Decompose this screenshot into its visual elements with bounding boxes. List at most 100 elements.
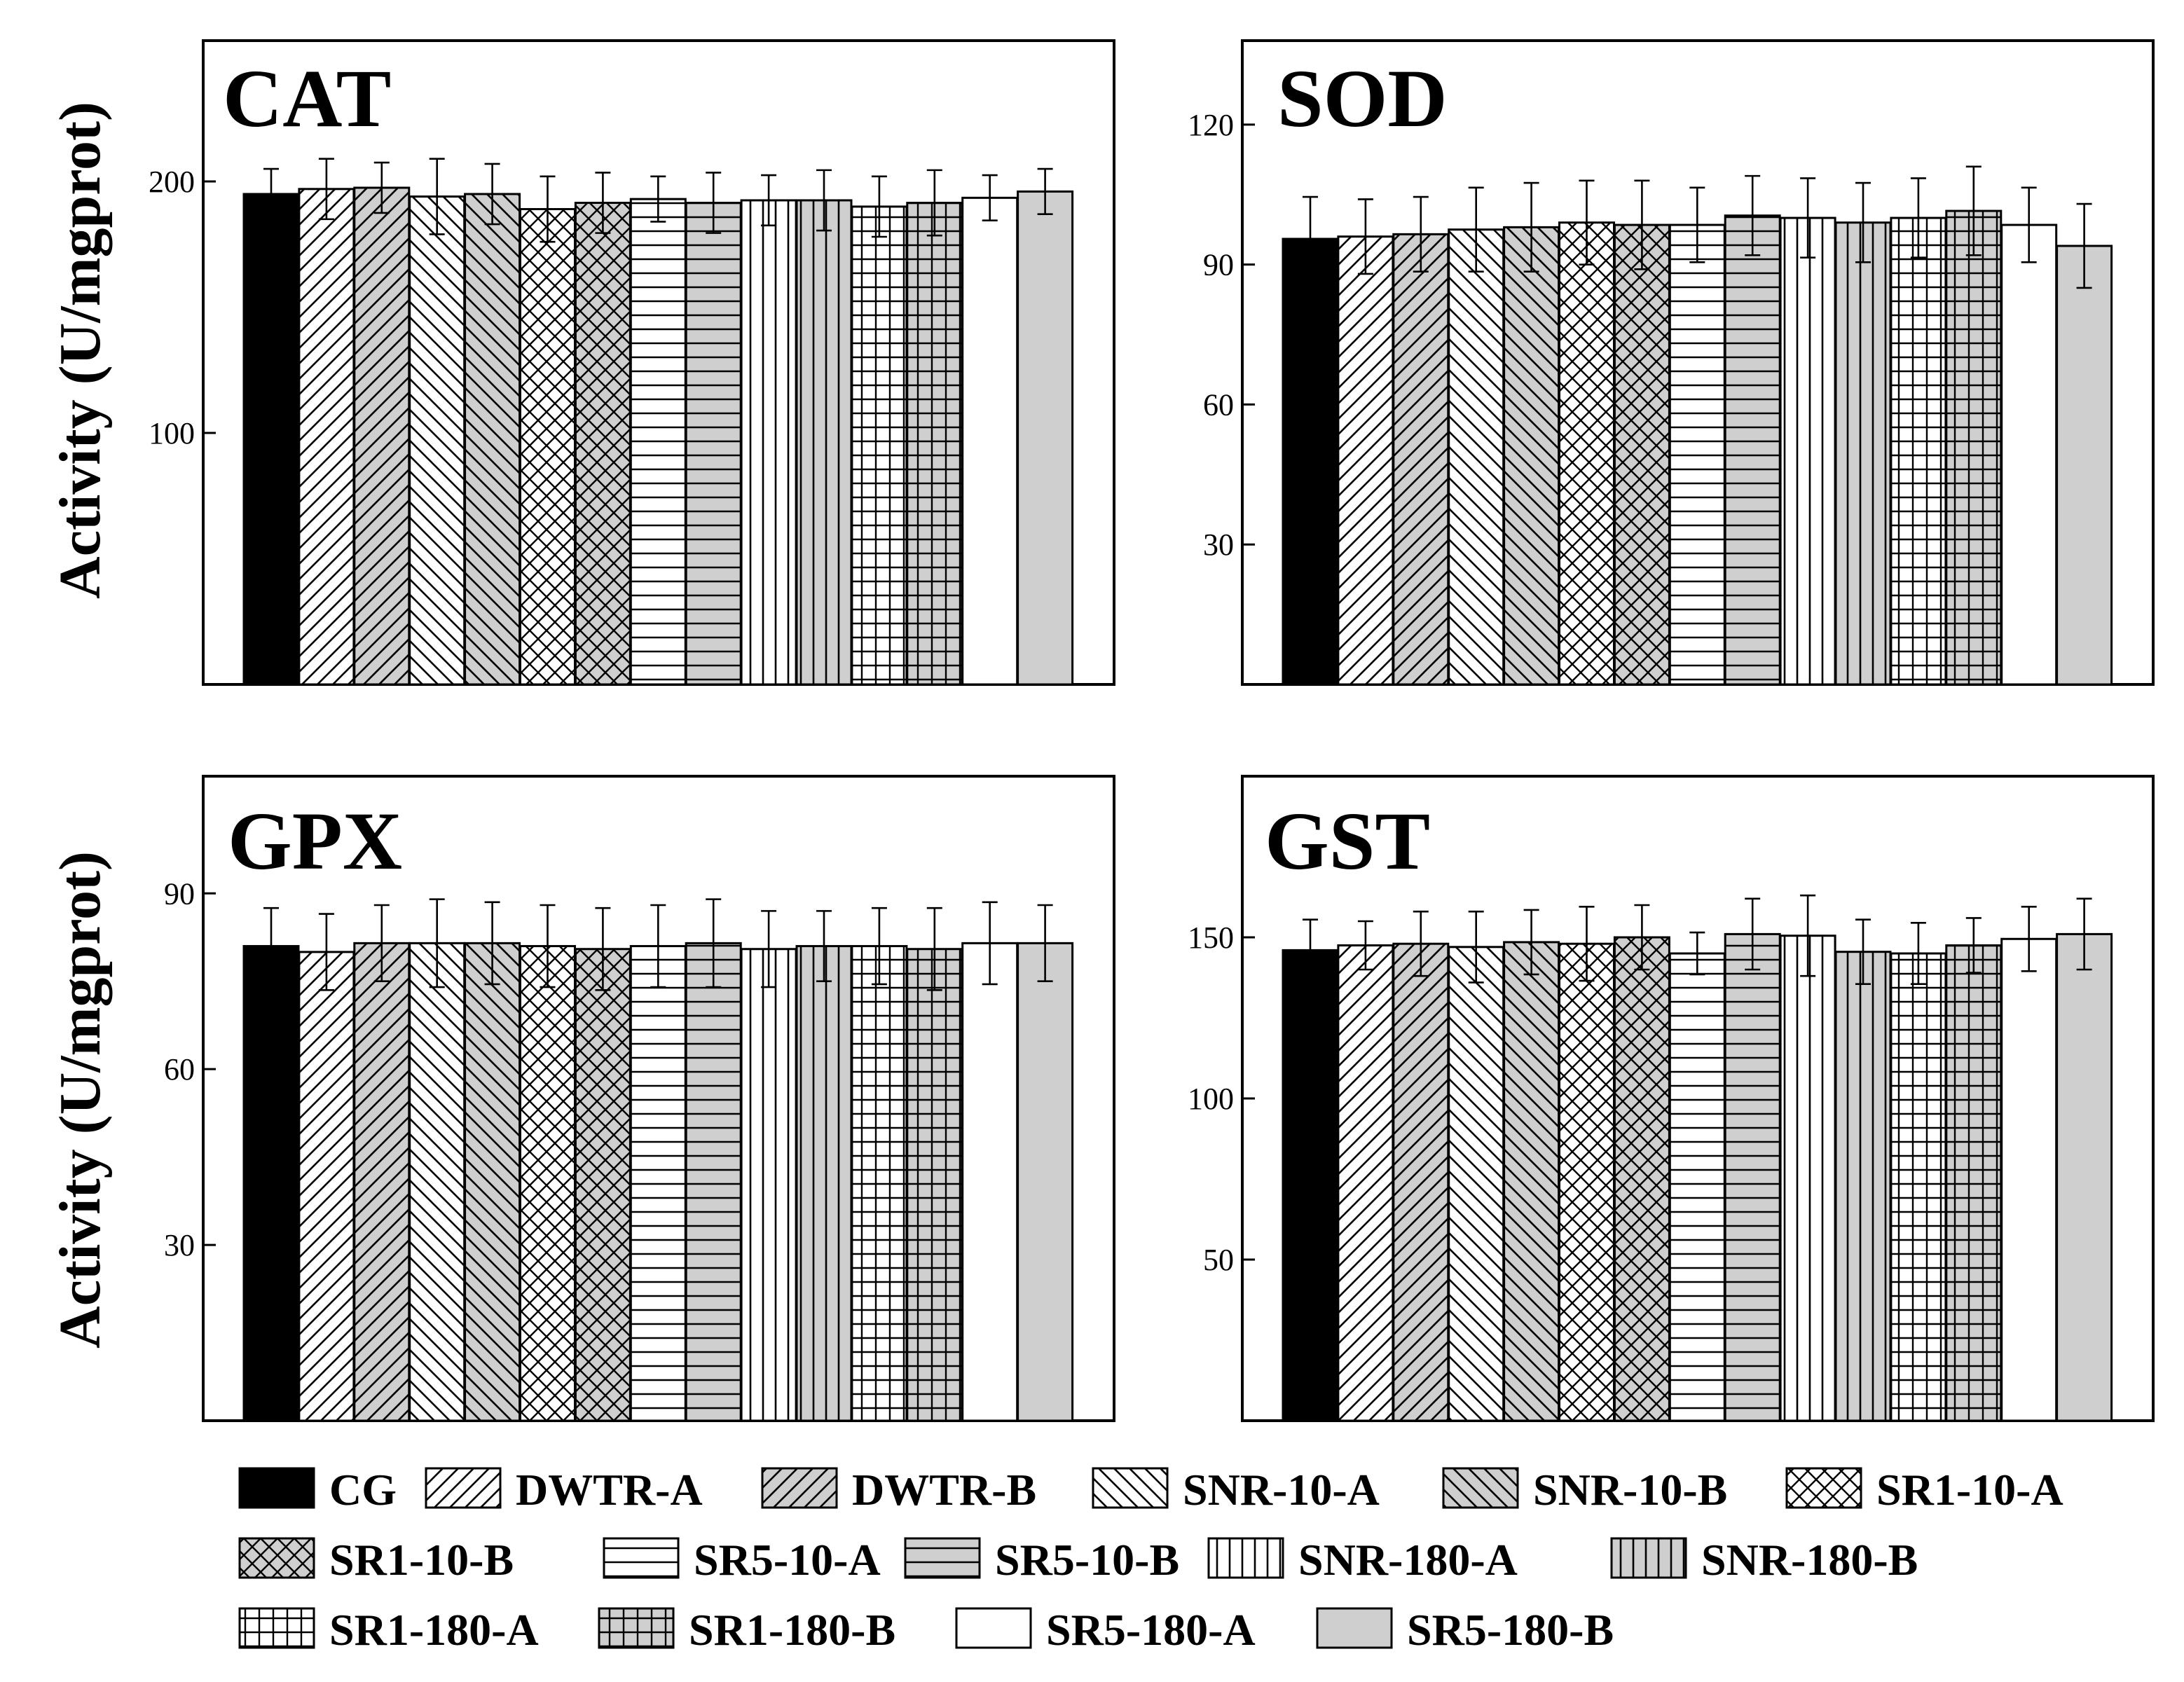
error-bar [540, 175, 556, 243]
error-bar [1579, 906, 1595, 982]
bar-sr5-10-a [629, 945, 687, 1422]
bar-sr5-10-a [1668, 223, 1726, 686]
bar-sr5-180-b [2056, 932, 2113, 1422]
panel-title: SOD [1277, 53, 1448, 144]
bar-sr1-10-b [1613, 223, 1670, 686]
error-bar [1689, 186, 1705, 263]
error-bar [816, 169, 832, 232]
error-bar [1689, 931, 1705, 976]
legend-label: SNR-180-B [1701, 1535, 1918, 1585]
bar-sr5-10-b [685, 942, 742, 1422]
error-bar [2076, 202, 2092, 289]
error-bar [1634, 904, 1650, 971]
error-bar [1745, 897, 1761, 971]
legend-item-snr-10-b: SNR-10-B [1442, 1465, 1727, 1515]
legend-label: CG [329, 1465, 397, 1515]
error-bar [318, 158, 334, 221]
bar-dwtr-a [1337, 235, 1394, 686]
bar-sr1-10-a [1558, 942, 1615, 1422]
bar-cg [242, 945, 300, 1422]
bar-group [1282, 932, 2113, 1422]
bar-sr5-10-b [1724, 214, 1781, 686]
y-axis-ticks: 100 200 [149, 165, 216, 450]
error-bar [1855, 181, 1871, 263]
error-bar [1357, 198, 1373, 275]
error-bar [1523, 181, 1539, 273]
bar-snr-180-b [1834, 951, 1892, 1422]
bar-snr-180-b [795, 199, 853, 686]
legend-item-sr5-180-a: SR5-180-A [955, 1605, 1256, 1655]
panel-cat: 100 200 CAT [149, 39, 1115, 686]
y-axis-ticks: 30 60 90 120 [1188, 108, 1255, 562]
bar-sr1-180-b [1945, 944, 2003, 1422]
legend-swatch [1785, 1467, 1862, 1509]
panel-title: GST [1265, 795, 1430, 887]
legend-item-sr5-10-a: SR5-10-A [603, 1535, 881, 1585]
error-bar [2021, 906, 2037, 972]
legend-swatch [1442, 1467, 1519, 1509]
error-bar [1965, 165, 1982, 256]
panel-title: CAT [223, 53, 391, 144]
bar-sr1-180-a [1890, 216, 1947, 686]
panel-gpx: 30 60 90 GPX [164, 775, 1115, 1422]
error-bar [761, 910, 777, 988]
error-bar [706, 898, 722, 988]
error-bar [1523, 909, 1539, 976]
legend-swatch [238, 1467, 315, 1509]
error-bar [926, 907, 942, 991]
bar-cg [242, 193, 300, 686]
bar-snr-180-b [795, 945, 853, 1422]
y-tick-label: 90 [1203, 248, 1234, 282]
legend-item-sr1-10-b: SR1-10-B [238, 1535, 514, 1585]
bar-dwtr-b [353, 186, 411, 686]
error-bar [1037, 904, 1053, 983]
bar-sr5-180-b [1017, 190, 1074, 686]
legend-item-snr-10-a: SNR-10-A [1092, 1465, 1380, 1515]
legend-label: DWTR-A [516, 1465, 703, 1515]
bar-snr-10-a [408, 195, 466, 686]
bar-sr1-10-b [574, 202, 631, 686]
bar-snr-180-b [1834, 221, 1892, 686]
bar-sr5-10-a [629, 198, 687, 686]
legend-label: SR5-180-B [1407, 1605, 1614, 1655]
bar-dwtr-a [298, 951, 355, 1422]
y-tick-label: 90 [164, 876, 195, 911]
error-bar [926, 169, 942, 237]
bar-group [242, 942, 1074, 1422]
bar-cg [1282, 949, 1339, 1422]
error-bar [982, 174, 998, 221]
bar-dwtr-a [298, 188, 355, 686]
bar-snr-180-a [1779, 216, 1836, 686]
errorbar-group [1303, 894, 2092, 985]
bar-dwtr-b [1392, 233, 1450, 686]
bar-sr5-10-a [1668, 952, 1726, 1422]
bar-sr5-180-a [961, 196, 1019, 686]
bar-sr5-10-b [1724, 932, 1781, 1422]
error-bar [1303, 195, 1318, 282]
bar-dwtr-b [353, 942, 411, 1422]
bar-snr-10-b [1503, 226, 1560, 686]
error-bar [761, 174, 777, 227]
error-bar [816, 910, 832, 983]
bar-snr-10-b [1503, 941, 1560, 1422]
y-tick-label: 30 [164, 1228, 195, 1262]
legend-item-sr1-10-a: SR1-10-A [1785, 1465, 2063, 1515]
error-bar [429, 158, 445, 235]
error-bar [871, 907, 887, 986]
legend-swatch [238, 1537, 315, 1579]
panel-gst: 50 100 150 GST [1188, 775, 2155, 1422]
errorbar-group [263, 898, 1053, 991]
error-bar [1800, 177, 1816, 258]
error-bar [595, 907, 611, 991]
legend-item-dwtr-a: DWTR-A [425, 1465, 703, 1515]
legend-swatch [425, 1467, 502, 1509]
bar-sr5-180-b [2056, 244, 2113, 686]
legend-swatch [1092, 1467, 1169, 1509]
bar-sr1-180-b [1945, 209, 2003, 686]
errorbar-group [1303, 165, 2092, 289]
error-bar [595, 172, 611, 234]
error-bar [1745, 174, 1761, 256]
bar-sr5-10-b [685, 202, 742, 686]
legend: CG DWTR-A DWTR-B SNR-10-A SNR-10-B SR1-10-A SR… [238, 1465, 2063, 1655]
bar-sr5-180-a [2000, 223, 2058, 686]
